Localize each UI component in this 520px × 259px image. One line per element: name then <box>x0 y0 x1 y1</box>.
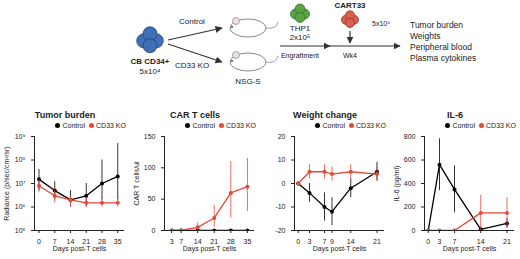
html-text:Control: Control <box>322 122 345 129</box>
svg-text:10⁷: 10⁷ <box>15 180 26 187</box>
html-text:CD33 KO: CD33 KO <box>356 122 386 129</box>
svg-text:3: 3 <box>308 238 312 245</box>
svg-text:3: 3 <box>438 238 442 245</box>
svg-text:Days post-T cells: Days post-T cells <box>53 245 107 253</box>
svg-text:21: 21 <box>210 238 219 246</box>
svg-text:0: 0 <box>37 238 41 245</box>
svg-text:0: 0 <box>282 180 286 187</box>
svg-text:10⁶: 10⁶ <box>15 203 26 210</box>
svg-text:20: 20 <box>278 133 286 140</box>
html-text:CD33 KO: CD33 KO <box>226 122 256 129</box>
html-text:CAR T cells: CAR T cells <box>170 110 220 120</box>
svg-text:200: 200 <box>404 203 416 210</box>
svg-text:0: 0 <box>296 238 300 245</box>
html-text:Control: Control <box>192 122 215 129</box>
svg-text:IL-6 (pg/ml): IL-6 (pg/ml) <box>393 166 401 202</box>
svg-text:0: 0 <box>426 238 430 245</box>
svg-text:THP1: THP1 <box>290 24 311 33</box>
svg-text:NSG-S: NSG-S <box>235 77 260 86</box>
html-text:Tumor burden: Tumor burden <box>34 110 96 120</box>
svg-text:0: 0 <box>412 227 416 234</box>
svg-text:Engraftment: Engraftment <box>281 52 319 60</box>
svg-text:21: 21 <box>503 238 511 245</box>
svg-text:Weights: Weights <box>410 31 441 41</box>
svg-text:Control: Control <box>179 17 205 26</box>
svg-text:Tumor burden: Tumor burden <box>410 20 463 30</box>
svg-text:21: 21 <box>82 238 91 246</box>
svg-text:28: 28 <box>226 238 235 246</box>
svg-text:Days post-T cells: Days post-T cells <box>443 245 497 253</box>
svg-text:3: 3 <box>170 238 174 245</box>
svg-text:14: 14 <box>193 238 202 246</box>
svg-text:400: 400 <box>404 180 416 187</box>
svg-text:14: 14 <box>476 238 485 246</box>
svg-text:Plasma cytokines: Plasma cytokines <box>410 53 476 63</box>
svg-text:50: 50 <box>148 195 156 202</box>
svg-text:CB CD34+: CB CD34+ <box>131 57 170 66</box>
svg-text:100: 100 <box>144 164 156 171</box>
svg-text:-20: -20 <box>275 227 285 234</box>
svg-text:7: 7 <box>322 238 327 246</box>
html-text:IL-6: IL-6 <box>447 110 463 120</box>
svg-text:Peripheral blood: Peripheral blood <box>410 42 472 52</box>
svg-text:35: 35 <box>243 238 251 245</box>
html-text:CD33 KO: CD33 KO <box>96 122 126 129</box>
svg-text:28: 28 <box>98 238 106 246</box>
svg-text:9: 9 <box>330 238 334 246</box>
svg-text:150: 150 <box>144 133 156 140</box>
svg-text:10: 10 <box>278 156 286 163</box>
svg-text:14: 14 <box>66 238 75 246</box>
svg-text:10⁸: 10⁸ <box>15 156 26 163</box>
svg-text:Days post-T cells: Days post-T cells <box>183 245 237 253</box>
html-text:CD33 KO: CD33 KO <box>486 122 516 129</box>
svg-text:0: 0 <box>152 227 156 234</box>
svg-text:5x10⁶: 5x10⁶ <box>372 20 390 27</box>
html-text:Control: Control <box>452 122 475 129</box>
svg-text:7: 7 <box>452 238 457 246</box>
html-text:Weight change: Weight change <box>293 110 357 120</box>
svg-text:35: 35 <box>114 238 122 245</box>
svg-text:Days post-T cells: Days post-T cells <box>313 245 367 253</box>
html-text:Control: Control <box>62 122 85 129</box>
svg-text:10⁹: 10⁹ <box>15 133 26 140</box>
svg-text:Wk4: Wk4 <box>343 52 357 59</box>
svg-text:600: 600 <box>404 156 416 163</box>
svg-text:7: 7 <box>52 238 57 246</box>
svg-text:2x10⁵: 2x10⁵ <box>290 33 311 42</box>
svg-text:-10: -10 <box>275 203 285 210</box>
svg-text:7: 7 <box>179 238 183 246</box>
svg-text:14: 14 <box>346 238 355 246</box>
svg-text:10⁵: 10⁵ <box>15 227 26 234</box>
svg-text:800: 800 <box>404 133 416 140</box>
svg-text:5x10⁴: 5x10⁴ <box>140 67 161 76</box>
svg-text:CAR T cells/ul: CAR T cells/ul <box>133 161 140 206</box>
svg-text:CD33 KO: CD33 KO <box>175 61 209 70</box>
svg-text:CART33: CART33 <box>334 1 366 10</box>
svg-text:Radiance (p/sec/cm²/sr): Radiance (p/sec/cm²/sr) <box>3 146 11 220</box>
svg-text:21: 21 <box>373 238 381 245</box>
